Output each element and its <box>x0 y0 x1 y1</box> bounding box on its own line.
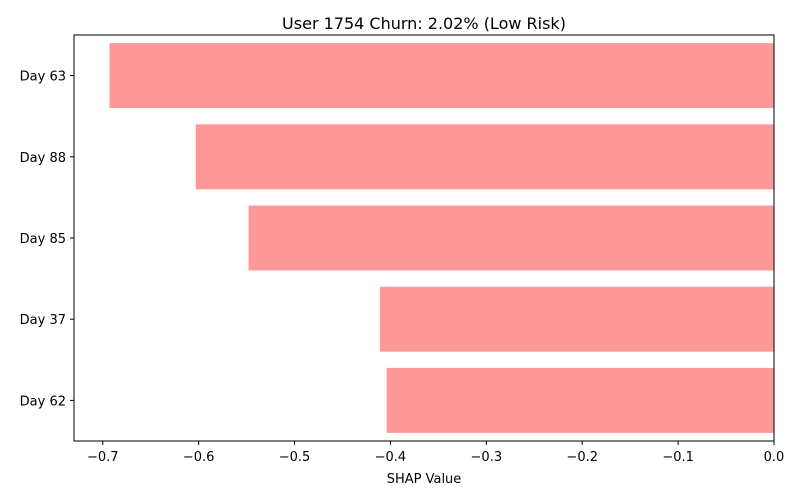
y-axis: Day 63 Day 88 Day 85 Day 37 Day 62 <box>20 70 74 409</box>
bar-day-37 <box>379 286 774 352</box>
x-tick-label: −0.2 <box>566 450 598 465</box>
bar-day-85 <box>248 205 774 271</box>
x-axis-label: SHAP Value <box>387 472 462 487</box>
x-axis: −0.7 −0.6 −0.5 −0.4 −0.3 −0.2 −0.1 0.0 <box>87 441 784 465</box>
y-tick-label: Day 88 <box>20 151 66 166</box>
x-tick-label: −0.6 <box>183 450 215 465</box>
x-tick-label: −0.4 <box>375 450 407 465</box>
chart-title: User 1754 Churn: 2.02% (Low Risk) <box>282 14 566 33</box>
bar-day-88 <box>195 124 774 190</box>
bars-group <box>109 43 775 433</box>
bar-day-62 <box>386 367 774 433</box>
bar-day-63 <box>109 43 775 109</box>
y-tick-label: Day 63 <box>20 70 66 85</box>
x-tick-label: −0.3 <box>471 450 503 465</box>
x-tick-label: −0.7 <box>87 450 119 465</box>
y-tick-label: Day 62 <box>20 394 66 409</box>
x-tick-label: 0.0 <box>764 450 785 465</box>
y-tick-label: Day 37 <box>20 313 66 328</box>
x-tick-label: −0.1 <box>662 450 694 465</box>
y-tick-label: Day 85 <box>20 232 66 247</box>
x-tick-label: −0.5 <box>279 450 311 465</box>
